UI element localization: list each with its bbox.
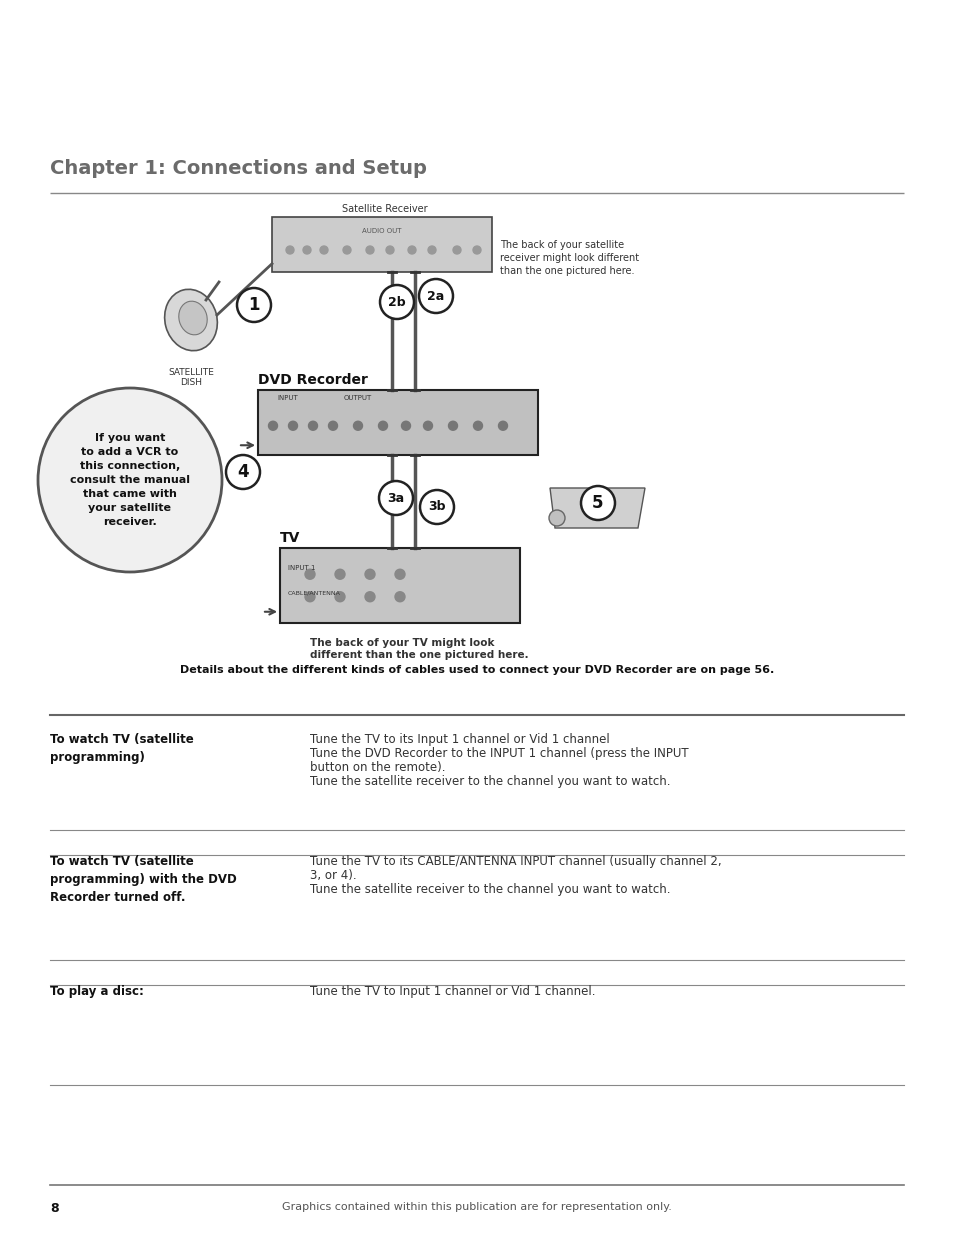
- Text: TV: TV: [280, 531, 300, 546]
- Circle shape: [379, 285, 414, 319]
- Text: To watch TV (satellite
programming) with the DVD
Recorder turned off.: To watch TV (satellite programming) with…: [50, 856, 236, 904]
- Circle shape: [305, 569, 314, 579]
- Text: Graphics contained within this publication are for representation only.: Graphics contained within this publicati…: [282, 1202, 671, 1211]
- Circle shape: [418, 279, 453, 312]
- Circle shape: [378, 422, 387, 430]
- Circle shape: [395, 569, 405, 579]
- Text: 3b: 3b: [428, 501, 445, 513]
- Text: If you want
to add a VCR to
this connection,
consult the manual
that came with
y: If you want to add a VCR to this connect…: [70, 433, 190, 527]
- Circle shape: [448, 422, 457, 430]
- Text: 5: 5: [592, 494, 603, 512]
- Circle shape: [365, 569, 375, 579]
- Circle shape: [453, 246, 460, 254]
- Text: 4: 4: [237, 463, 249, 481]
- Circle shape: [38, 388, 222, 572]
- Circle shape: [423, 422, 432, 430]
- Circle shape: [428, 246, 436, 254]
- Circle shape: [498, 422, 507, 430]
- Text: SATELLITE
DISH: SATELLITE DISH: [168, 368, 213, 387]
- Text: CABLE/ANTENNA: CABLE/ANTENNA: [288, 590, 340, 595]
- Text: 2b: 2b: [388, 295, 405, 309]
- Circle shape: [548, 510, 564, 526]
- Text: button on the remote).: button on the remote).: [310, 761, 445, 774]
- Circle shape: [395, 591, 405, 601]
- Text: INPUT: INPUT: [277, 396, 298, 401]
- Circle shape: [288, 422, 297, 430]
- Text: Tune the satellite receiver to the channel you want to watch.: Tune the satellite receiver to the chann…: [310, 775, 670, 787]
- Text: 2a: 2a: [427, 289, 444, 303]
- Text: Tune the TV to its Input 1 channel or Vid 1 channel: Tune the TV to its Input 1 channel or Vi…: [310, 733, 609, 746]
- Text: 3a: 3a: [387, 491, 404, 505]
- Circle shape: [473, 246, 480, 254]
- Text: Tune the TV to its CABLE/ANTENNA INPUT channel (usually channel 2,: Tune the TV to its CABLE/ANTENNA INPUT c…: [310, 856, 720, 868]
- Text: OUTPUT: OUTPUT: [343, 396, 372, 401]
- Ellipse shape: [165, 289, 217, 351]
- Circle shape: [335, 569, 345, 579]
- Circle shape: [286, 246, 294, 254]
- Text: Tune the satellite receiver to the channel you want to watch.: Tune the satellite receiver to the chann…: [310, 883, 670, 897]
- Text: DVD Recorder: DVD Recorder: [257, 373, 368, 387]
- Circle shape: [268, 422, 277, 430]
- Circle shape: [303, 246, 311, 254]
- Circle shape: [305, 591, 314, 601]
- Polygon shape: [550, 489, 644, 528]
- Circle shape: [226, 455, 260, 489]
- Text: Satellite Receiver: Satellite Receiver: [341, 205, 427, 215]
- Bar: [280, 548, 519, 622]
- Text: Tune the TV to Input 1 channel or Vid 1 channel.: Tune the TV to Input 1 channel or Vid 1 …: [310, 985, 595, 998]
- Bar: [257, 391, 537, 455]
- Circle shape: [366, 246, 374, 254]
- Text: To watch TV (satellite
programming): To watch TV (satellite programming): [50, 733, 193, 764]
- Text: 3, or 4).: 3, or 4).: [310, 869, 356, 882]
- Circle shape: [236, 288, 271, 322]
- Circle shape: [335, 591, 345, 601]
- Text: Details about the different kinds of cables used to connect your DVD Recorder ar: Details about the different kinds of cab…: [180, 665, 773, 675]
- Text: 8: 8: [50, 1202, 58, 1215]
- Circle shape: [308, 422, 317, 430]
- Circle shape: [328, 422, 337, 430]
- Text: INPUT 1: INPUT 1: [288, 565, 315, 570]
- Circle shape: [319, 246, 328, 254]
- Circle shape: [580, 486, 615, 520]
- Circle shape: [343, 246, 351, 254]
- Text: To play a disc:: To play a disc:: [50, 985, 144, 998]
- Text: The back of your TV might look
different than the one pictured here.: The back of your TV might look different…: [310, 639, 528, 661]
- Circle shape: [365, 591, 375, 601]
- Circle shape: [386, 246, 394, 254]
- Bar: [272, 217, 492, 272]
- Circle shape: [419, 490, 454, 525]
- Text: 1: 1: [248, 296, 259, 314]
- Circle shape: [473, 422, 482, 430]
- Text: AUDIO OUT: AUDIO OUT: [362, 228, 401, 234]
- Ellipse shape: [178, 301, 207, 335]
- Circle shape: [408, 246, 416, 254]
- Circle shape: [401, 422, 410, 430]
- Text: Tune the DVD Recorder to the INPUT 1 channel (press the INPUT: Tune the DVD Recorder to the INPUT 1 cha…: [310, 746, 688, 760]
- Circle shape: [378, 481, 413, 515]
- Text: The back of your satellite
receiver might look different
than the one pictured h: The back of your satellite receiver migh…: [499, 241, 639, 277]
- Text: Chapter 1: Connections and Setup: Chapter 1: Connections and Setup: [50, 159, 426, 179]
- Circle shape: [354, 422, 362, 430]
